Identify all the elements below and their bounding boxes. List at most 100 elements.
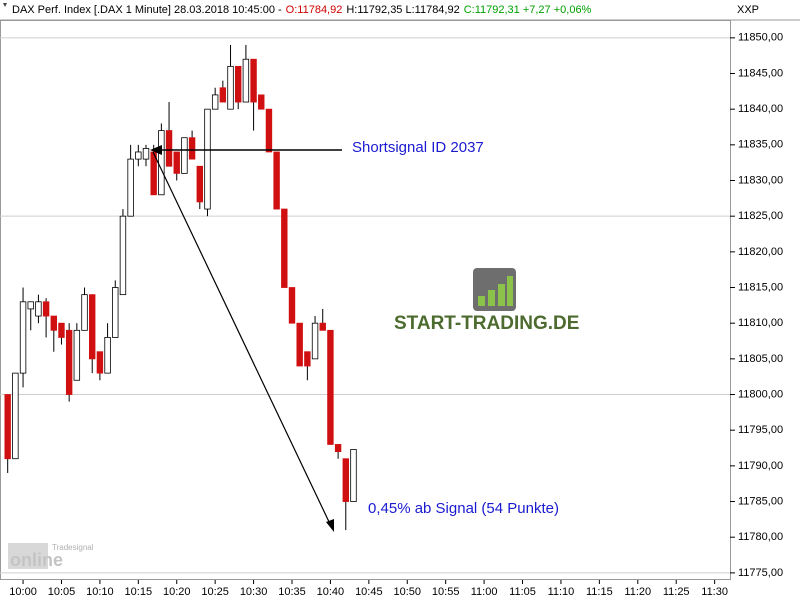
watermark-product: online (10, 550, 63, 570)
x-tick-label: 10:05 (48, 586, 76, 598)
candle-body (142, 148, 150, 160)
candle-body (342, 458, 349, 502)
candle-body (219, 87, 227, 103)
candle-body (81, 294, 88, 331)
header-icon (3, 3, 7, 7)
candle-body (35, 301, 42, 317)
x-tick-label: 11:30 (701, 586, 728, 598)
x-tick-label: 11:20 (624, 586, 651, 598)
candle-body (235, 65, 242, 103)
y-tick-label: 11775,00 (738, 567, 783, 579)
x-tick-label: 10:15 (125, 586, 153, 598)
candle-body (42, 301, 50, 317)
signal-arrowhead (150, 145, 162, 155)
candle-body (119, 215, 127, 296)
candle-body (104, 337, 111, 374)
y-tick-label: 11790,00 (738, 460, 783, 472)
x-tick-label: 10:35 (278, 586, 306, 598)
candle-body (242, 58, 250, 103)
candle-body (227, 65, 234, 110)
logo-text: START-TRADING.DE (394, 313, 579, 334)
candle-body (165, 130, 173, 167)
header-part: C:11792,31 +7,27 +0,06% (464, 4, 592, 16)
x-tick-label: 10:45 (355, 586, 383, 598)
axis-title: XXP (737, 4, 759, 16)
logo-bar (507, 276, 513, 306)
candle-body (65, 329, 73, 395)
candle-body (12, 372, 19, 460)
y-tick-label: 11825,00 (738, 210, 783, 222)
candle-body (211, 94, 219, 110)
candle-body (296, 322, 303, 367)
y-tick-label: 11830,00 (738, 174, 783, 186)
y-tick-label: 11845,00 (738, 67, 783, 79)
logo-bar (478, 296, 485, 306)
x-tick-label: 10:30 (240, 586, 268, 598)
y-tick-label: 11820,00 (738, 246, 783, 258)
logo: START-TRADING.DE (394, 268, 579, 334)
x-tick-label: 10:50 (393, 586, 421, 598)
candle-body (188, 137, 196, 160)
x-tick-label: 10:25 (201, 586, 229, 598)
candle-body (4, 394, 11, 460)
candle-body (50, 315, 57, 331)
candle-body (127, 158, 134, 217)
y-tick-label: 11785,00 (738, 495, 783, 507)
x-tick-label: 10:20 (163, 586, 191, 598)
candle-body (27, 301, 34, 310)
candle-body (73, 329, 81, 381)
x-tick-label: 10:55 (432, 586, 460, 598)
y-tick-label: 11800,00 (738, 388, 783, 400)
annotation: 0,45% ab Signal (54 Punkte) (368, 500, 559, 517)
watermark-box (8, 543, 48, 569)
candle-body (327, 329, 334, 445)
y-tick-label: 11780,00 (738, 531, 783, 543)
candle-body (319, 322, 326, 331)
y-tick-label: 11805,00 (738, 353, 783, 365)
logo-bar (498, 284, 505, 306)
candle-body (265, 108, 273, 153)
header-part: H:11792,35 L:11784,92 (346, 4, 459, 16)
candle-body (150, 151, 157, 196)
candle-body (273, 151, 280, 210)
watermark-provider: Tradesignal (52, 543, 94, 552)
x-tick-label: 11:25 (663, 586, 690, 598)
candle-body (96, 351, 104, 374)
candle-body (258, 94, 265, 110)
x-tick-label: 10:40 (317, 586, 345, 598)
candle-body (250, 58, 257, 103)
logo-bar (488, 290, 495, 306)
candle-body (334, 444, 342, 452)
candle-body (173, 151, 180, 174)
candle-body (281, 208, 288, 288)
header-part: O:11784,92 (286, 4, 343, 16)
x-tick-label: 10:10 (86, 586, 114, 598)
y-tick-label: 11815,00 (738, 281, 783, 293)
candle-body (311, 322, 319, 360)
header-part: DAX Perf. Index [.DAX 1 Minute] 28.03.20… (12, 4, 282, 16)
y-tick-label: 11795,00 (738, 424, 783, 436)
candle-body (89, 294, 96, 360)
x-tick-label: 11:05 (509, 586, 536, 598)
candle-body (158, 130, 165, 196)
watermark: Tradesignal online (8, 543, 94, 570)
annotation: Shortsignal ID 2037 (352, 139, 484, 156)
candle-body (304, 351, 311, 367)
header: DAX Perf. Index [.DAX 1 Minute] 28.03.20… (12, 4, 592, 16)
x-tick-label: 11:15 (586, 586, 613, 598)
move-arrowhead (326, 519, 334, 532)
candle-body (196, 165, 203, 203)
x-tick-label: 10:00 (9, 586, 37, 598)
candle-body (135, 151, 142, 160)
candle-body (19, 301, 27, 374)
y-tick-label: 11810,00 (738, 317, 783, 329)
candle-body (350, 449, 357, 502)
candle-body (112, 287, 119, 338)
move-arrow (152, 151, 332, 527)
x-tick-label: 11:10 (548, 586, 575, 598)
candle-body (288, 287, 296, 324)
y-tick-label: 11835,00 (738, 139, 783, 151)
candle-body (181, 137, 188, 174)
